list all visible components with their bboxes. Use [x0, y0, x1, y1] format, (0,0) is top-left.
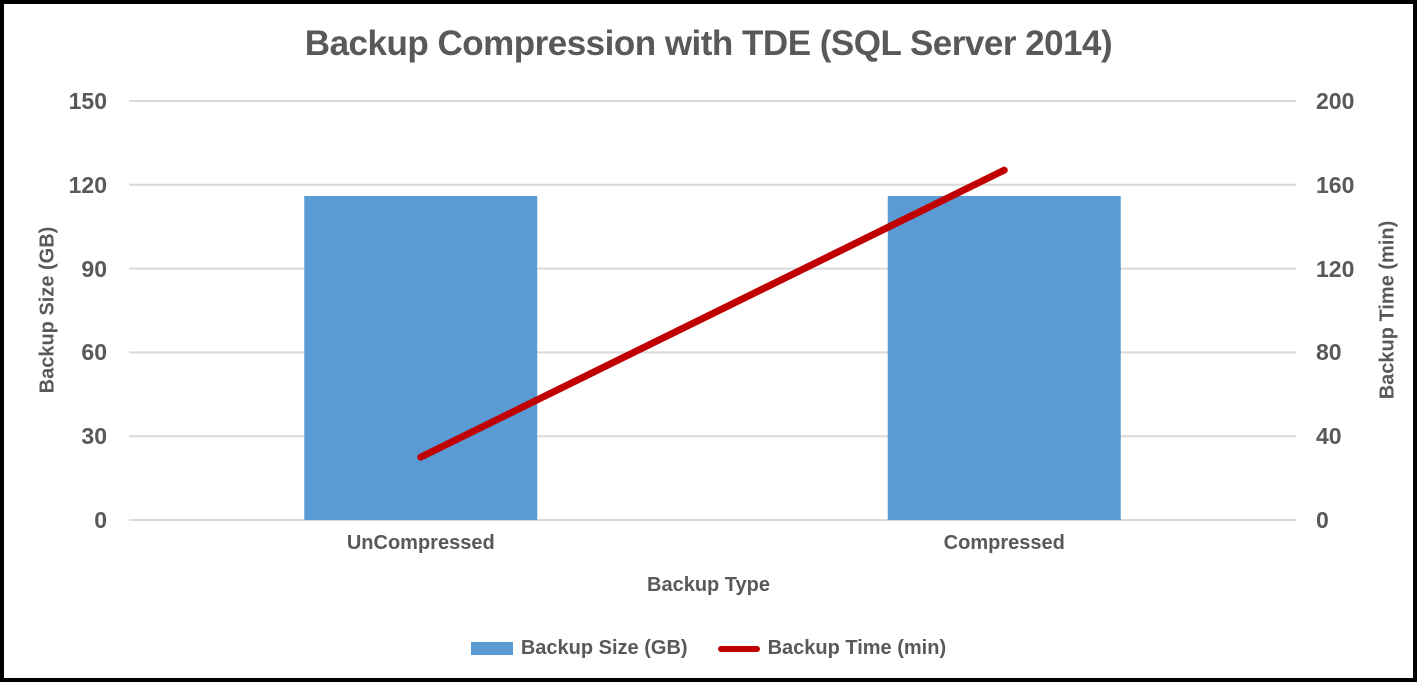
left-axis-tick-label: 120 — [68, 171, 107, 198]
legend-label-backup-time: Backup Time (min) — [767, 637, 947, 659]
x-axis-category-label: UnCompressed — [346, 532, 495, 554]
left-axis-tick-label: 60 — [81, 339, 107, 366]
legend-item-backup-time: Backup Time (min) — [717, 637, 947, 660]
right-axis-tick-label: 40 — [1316, 423, 1342, 450]
bar-series-swatch-icon — [470, 642, 513, 655]
legend-item-backup-size: Backup Size (GB) — [470, 637, 688, 660]
left-axis-tick-label: 30 — [81, 423, 107, 450]
right-axis-tick-label: 80 — [1316, 339, 1342, 366]
bar-uncompressed — [304, 195, 538, 520]
left-axis-tick-label: 150 — [68, 88, 107, 114]
right-axis-title: Backup Time (min) — [1376, 220, 1399, 400]
x-axis-category-label: Compressed — [943, 532, 1065, 554]
left-axis-tick-label: 0 — [94, 507, 107, 533]
legend-label-backup-size: Backup Size (GB) — [520, 637, 688, 659]
plot-area — [129, 100, 1296, 521]
left-axis-tick-label: 90 — [81, 255, 107, 282]
legend: Backup Size (GB) Backup Time (min) — [4, 637, 1413, 660]
line-series-swatch-icon — [717, 645, 760, 652]
backup-time-line — [417, 166, 1008, 461]
right-axis-tick-label: 0 — [1316, 507, 1329, 533]
right-axis-tick-label: 200 — [1316, 88, 1355, 114]
left-axis-title: Backup Size (GB) — [36, 226, 59, 394]
right-axis-tick-label: 120 — [1316, 255, 1355, 282]
bar-compressed — [887, 195, 1121, 520]
chart-title: Backup Compression with TDE (SQL Server … — [304, 24, 1113, 63]
x-axis-title: Backup Type — [647, 574, 770, 596]
right-axis-tick-label: 160 — [1316, 171, 1355, 198]
